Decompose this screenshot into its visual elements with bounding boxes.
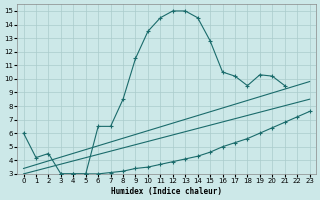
X-axis label: Humidex (Indice chaleur): Humidex (Indice chaleur) [111,187,222,196]
